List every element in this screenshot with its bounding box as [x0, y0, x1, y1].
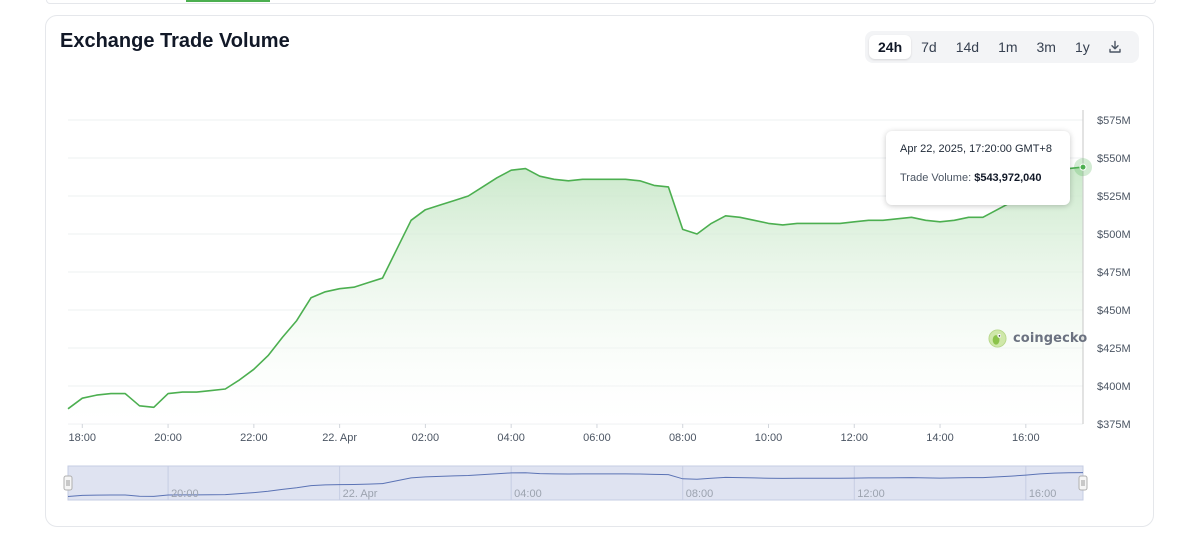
range-7d-button[interactable]: 7d [912, 35, 946, 59]
x-tick-label: 12:00 [841, 432, 869, 444]
hover-point [1079, 163, 1087, 171]
watermark-text: coingecko [1013, 331, 1088, 346]
y-tick-label: $525M [1097, 191, 1131, 203]
navigator-line [67, 472, 1084, 497]
x-axis: 18:00 20:00 22:00 22. Apr 02:00 04:00 06:00 08:… [69, 424, 1040, 444]
coingecko-watermark: coingecko [988, 329, 1087, 348]
y-tick-label: $375M [1097, 419, 1131, 431]
x-tick-label: 18:00 [69, 432, 97, 444]
navigator-tick-label: 12:00 [857, 488, 885, 500]
y-tick-label: $450M [1097, 305, 1131, 317]
y-tick-label: $575M [1097, 115, 1131, 127]
x-tick-label: 02:00 [412, 432, 440, 444]
chart-tooltip: Apr 22, 2025, 17:20:00 GMT+8 Trade Volum… [886, 131, 1070, 205]
y-tick-label: $475M [1097, 267, 1131, 279]
y-tick-label: $500M [1097, 229, 1131, 241]
navigator-tick-label: 22. Apr [343, 488, 378, 500]
x-tick-label: 20:00 [154, 432, 182, 444]
range-1y-button[interactable]: 1y [1066, 35, 1099, 59]
active-tab-indicator [186, 0, 270, 2]
navigator-left-handle[interactable] [63, 475, 73, 491]
chart-title: Exchange Trade Volume [60, 30, 290, 52]
navigator-handle-grip[interactable] [1078, 475, 1088, 491]
time-range-selector: 24h 7d 14d 1m 3m 1y [865, 31, 1139, 63]
x-tick-label: 08:00 [669, 432, 697, 444]
navigator-handle-grip[interactable] [63, 475, 73, 491]
y-tick-label: $550M [1097, 153, 1131, 165]
navigator-tick-label: 08:00 [686, 488, 714, 500]
navigator-selection[interactable] [67, 465, 1084, 501]
tooltip-row: Trade Volume: $543,972,040 [900, 172, 1056, 184]
x-tick-label: 04:00 [497, 432, 525, 444]
x-tick-label: 16:00 [1012, 432, 1040, 444]
navigator-tick-label: 20:00 [171, 488, 199, 500]
download-icon [1109, 40, 1121, 53]
x-tick-label: 14:00 [926, 432, 954, 444]
tooltip-date: Apr 22, 2025, 17:20:00 GMT+8 [900, 143, 1052, 155]
range-1m-button[interactable]: 1m [989, 35, 1026, 59]
range-navigator[interactable]: 20:00 22. Apr 04:00 08:00 12:00 16:00 [63, 465, 1088, 501]
gecko-icon [988, 329, 1007, 348]
x-tick-label: 22:00 [240, 432, 268, 444]
navigator-grid [167, 466, 1027, 500]
navigator-axis: 20:00 22. Apr 04:00 08:00 12:00 16:00 [171, 488, 1056, 500]
x-tick-label: 06:00 [583, 432, 611, 444]
trade-volume-area [68, 167, 1083, 424]
navigator-tick-label: 04:00 [514, 488, 542, 500]
tooltip-label: Trade Volume: [900, 172, 972, 184]
y-axis: $575M $550M $525M $500M $475M $450M $425M $400M… [1097, 115, 1131, 431]
navigator-right-handle[interactable] [1078, 475, 1088, 491]
range-14d-button[interactable]: 14d [947, 35, 988, 59]
navigator-tick-label: 16:00 [1029, 488, 1057, 500]
x-tick-label: 10:00 [755, 432, 783, 444]
download-button[interactable] [1102, 35, 1128, 59]
y-tick-label: $425M [1097, 343, 1131, 355]
range-24h-button[interactable]: 24h [869, 35, 912, 59]
range-3m-button[interactable]: 3m [1028, 35, 1065, 59]
y-tick-label: $400M [1097, 381, 1131, 393]
tooltip-value: $543,972,040 [974, 172, 1042, 184]
x-tick-label: 22. Apr [322, 432, 357, 444]
trade-volume-line [67, 166, 1084, 410]
